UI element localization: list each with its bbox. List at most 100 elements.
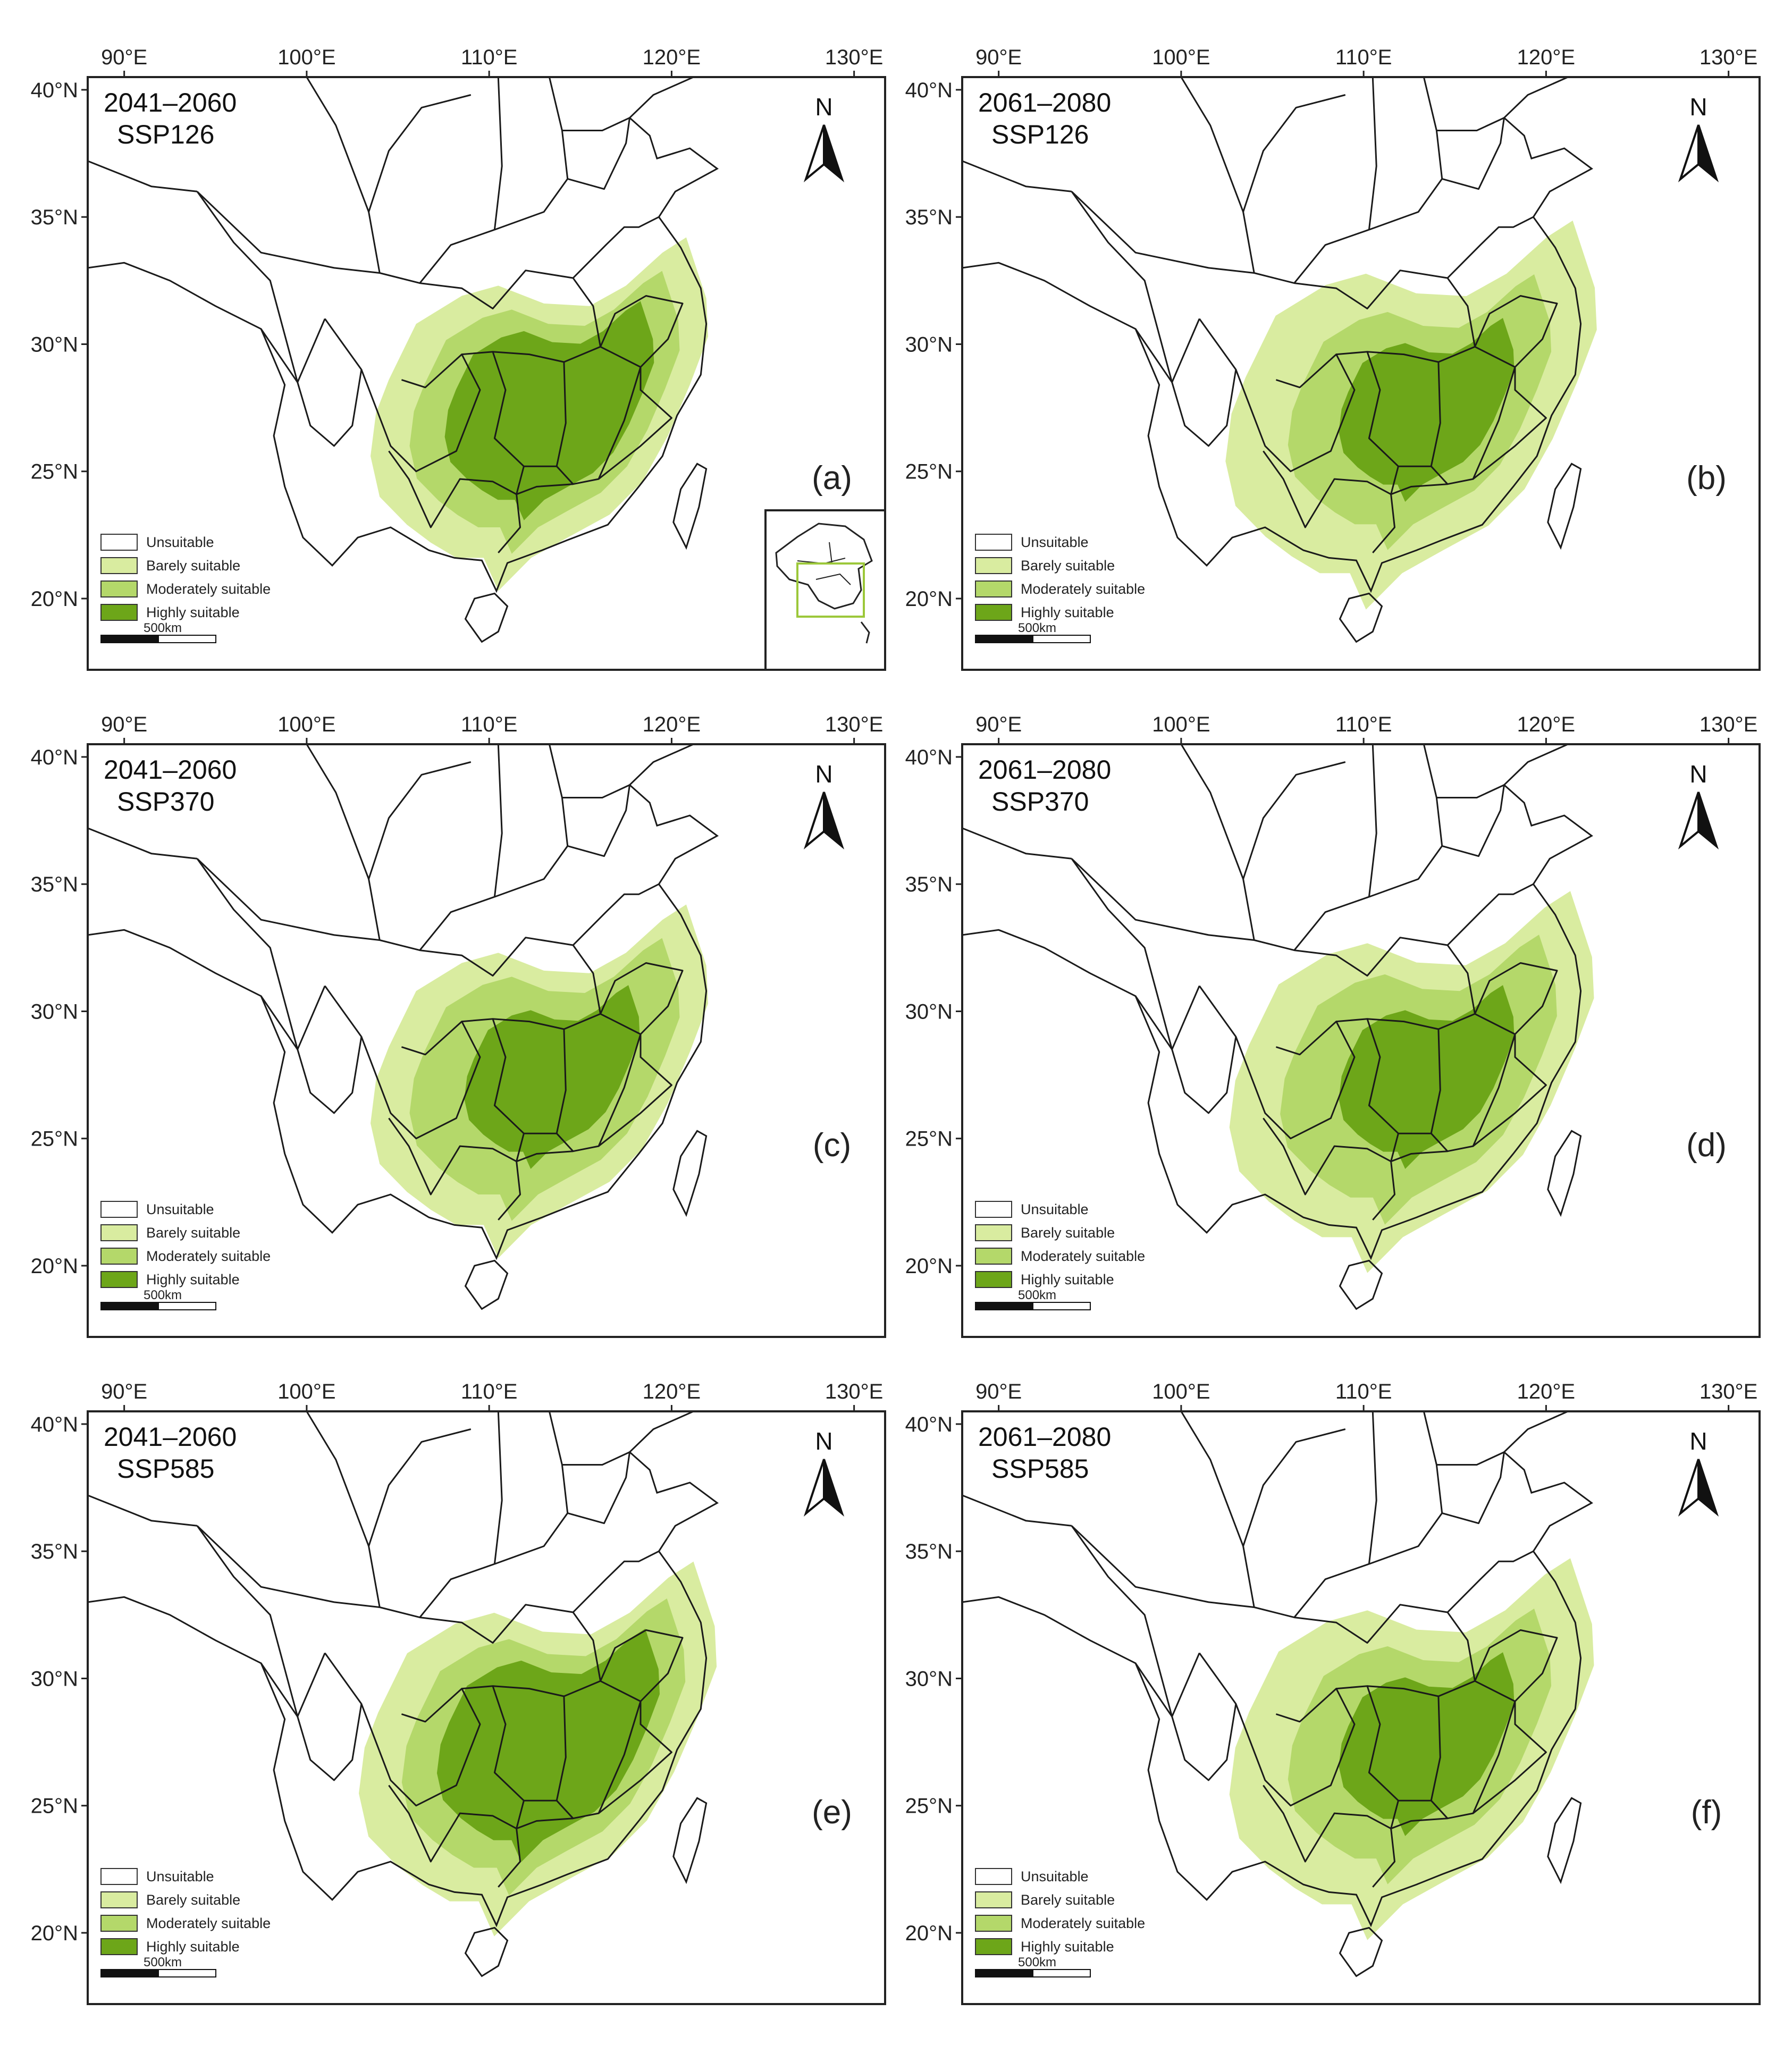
province-boundary [1294,1604,1476,1681]
province-boundary [493,77,503,230]
svg-text:500km: 500km [144,621,182,635]
north-arrow-icon: N [803,93,845,182]
province-boundary [1071,191,1369,284]
longitude-tick-label: 130°E [825,1380,883,1403]
latitude-tick-label: 40°N [31,746,78,769]
legend-label: Highly suitable [146,1272,240,1287]
province-boundary [1071,1525,1369,1619]
legend-label: Barely suitable [146,1225,240,1241]
province-boundary [306,1411,370,1547]
longitude-tick-label: 100°E [1152,1380,1210,1403]
latitude-tick-label: 20°N [905,587,953,611]
province-boundary [1474,295,1558,368]
latitude-tick-label: 25°N [905,1127,953,1151]
map-frame [87,743,886,1338]
province-boundary [562,784,630,798]
legend-label: Unsuitable [146,1869,214,1884]
map-frame [961,1410,1761,2005]
province-boundary [419,270,601,347]
province-boundary [196,191,495,284]
legend-swatch [100,534,138,551]
latitude-tick-label: 25°N [905,1795,953,1818]
province-boundary [567,117,630,190]
longitude-tick-label: 100°E [1152,713,1210,736]
legend-label: Highly suitable [146,604,240,620]
north-arrow-icon: N [1678,760,1719,849]
longitude-tick-label: 110°E [461,713,517,736]
longitude-tick-label: 90°E [101,713,147,736]
province-boundary [1442,785,1505,857]
legend-label: Highly suitable [146,1939,240,1955]
province-boundary [962,827,1072,860]
panel-label: (b) [1686,460,1727,496]
province-boundary [494,744,569,898]
longitude-tick-label: 100°E [277,1380,335,1403]
longitude-tick-label: 120°E [1517,713,1575,736]
panel-label: (a) [812,460,852,496]
province-boundary [1368,77,1443,231]
legend: Unsuitable Barely suitable Moderately suit… [100,534,271,621]
latitude-tick-label: 35°N [31,1540,78,1563]
legend-swatch [100,1938,138,1955]
longitude-tick-label: 100°E [277,46,335,69]
province-boundary [598,1701,672,1814]
highly-suitable-zone [1339,1652,1515,1836]
province-boundary [88,1494,198,1527]
province-boundary [419,1604,601,1681]
province-boundary [419,937,601,1014]
province-boundary [461,1685,567,1802]
map-frame [961,76,1761,671]
highly-suitable-zone [464,985,640,1169]
hainan-island [1339,1926,1383,1977]
province-boundary [1474,1629,1558,1702]
province-boundary [88,160,198,192]
longitude-tick-label: 110°E [461,46,517,69]
svg-text:N: N [815,1427,832,1455]
north-arrow-icon: N [1678,93,1719,182]
hainan-island [1339,1259,1383,1310]
legend-swatch [100,604,138,621]
province-boundary [360,354,481,473]
latitude-tick-label: 30°N [31,333,78,356]
province-boundary [1368,1411,1443,1565]
province-boundary [1372,1150,1448,1221]
period-title: 2041–2060 [104,1422,237,1452]
longitude-tick-label: 90°E [975,713,1022,736]
legend-label: Barely suitable [146,558,240,574]
longitude-tick-label: 120°E [1517,1380,1575,1403]
province-boundary [562,1451,630,1466]
map-frame [87,76,886,671]
svg-text:500km: 500km [144,1288,182,1302]
highly-suitable-zone [1339,318,1515,502]
longitude-tick-label: 100°E [277,713,335,736]
legend-label: Moderately suitable [146,581,271,597]
taiwan-island [1547,1130,1582,1217]
legend: Unsuitable Barely suitable Moderately suit… [100,1201,271,1288]
province-boundary [1071,858,1369,952]
hainan-island [464,1926,509,1977]
highly-suitable-zone [1339,985,1515,1169]
province-boundary [494,1411,569,1565]
scale-bar: 500km [975,1955,1091,1977]
province-boundary [196,1525,495,1619]
province-boundary [461,351,567,467]
north-arrow-icon: N [803,1427,845,1517]
period-title: 2061–2080 [978,88,1111,117]
province-boundary [1446,883,1534,946]
svg-text:500km: 500km [1018,621,1056,635]
province-boundary [368,761,472,940]
legend-label: Unsuitable [1021,1201,1089,1217]
legend-label: Highly suitable [1021,1272,1114,1287]
taiwan-island [1547,462,1582,550]
province-boundary [1336,1018,1441,1134]
legend-swatch [100,1915,138,1932]
province-boundary [1336,351,1441,467]
longitude-tick-label: 120°E [643,1380,701,1403]
province-boundary [461,1018,567,1134]
legend-label: Moderately suitable [1021,1248,1145,1264]
province-boundary [1473,1701,1547,1814]
legend-swatch [975,534,1012,551]
province-boundary [572,216,660,279]
province-boundary [1294,270,1476,347]
legend-swatch [100,1201,138,1218]
